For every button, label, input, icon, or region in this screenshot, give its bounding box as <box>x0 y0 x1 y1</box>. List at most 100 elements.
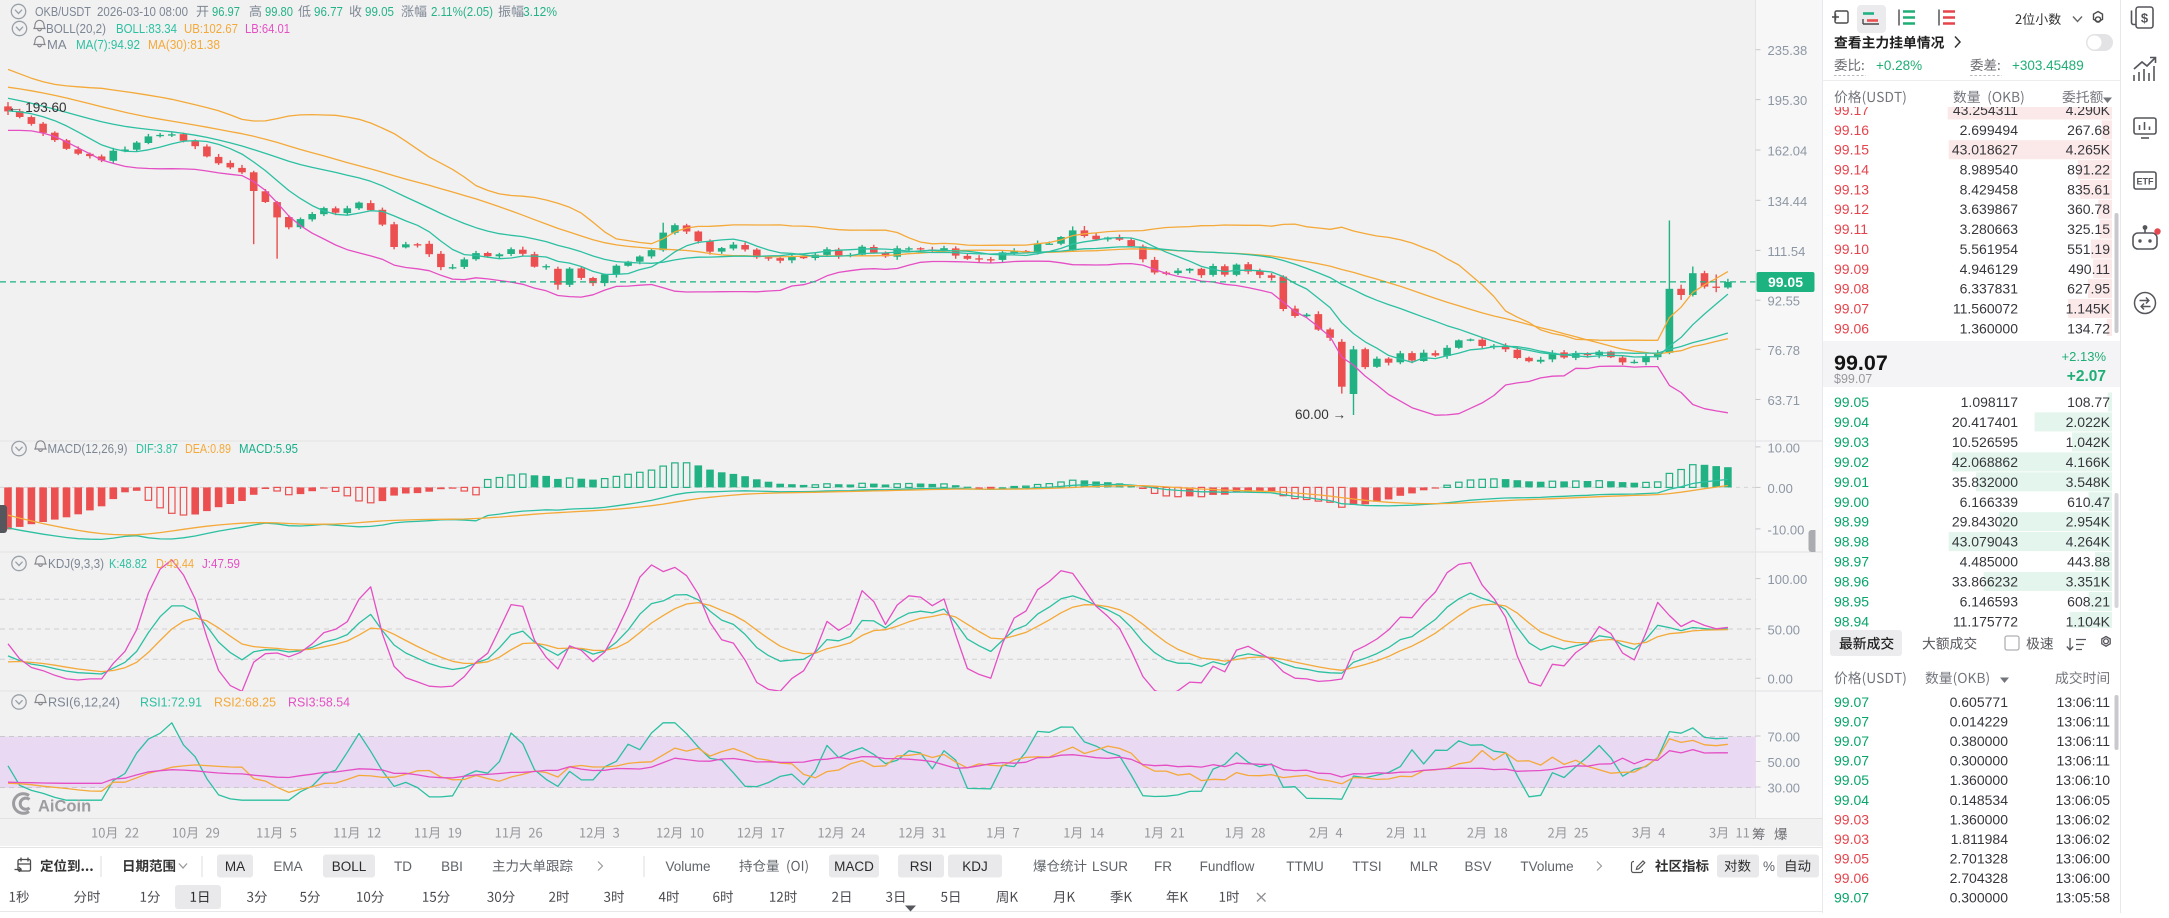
svg-text:4.166K: 4.166K <box>2066 454 2111 470</box>
svg-text:KDJ: KDJ <box>962 859 988 874</box>
svg-text:13:06:02: 13:06:02 <box>2056 811 2111 827</box>
svg-text:443.88: 443.88 <box>2067 554 2110 570</box>
svg-text:0.300000: 0.300000 <box>1950 890 2009 906</box>
svg-text:2.704328: 2.704328 <box>1950 870 2009 886</box>
svg-text:BBI: BBI <box>441 859 463 874</box>
svg-text:92.55: 92.55 <box>1768 294 1801 309</box>
svg-text:13:06:02: 13:06:02 <box>2056 831 2111 847</box>
svg-text:98.98: 98.98 <box>1834 534 1869 550</box>
svg-text:1.811984: 1.811984 <box>1951 831 2009 847</box>
svg-text:1.042K: 1.042K <box>2066 434 2111 450</box>
svg-text:UB:102.67: UB:102.67 <box>184 21 238 36</box>
svg-text:134.72: 134.72 <box>2067 320 2110 336</box>
svg-text:99.07: 99.07 <box>1834 753 1869 769</box>
svg-text:76.78: 76.78 <box>1768 343 1801 358</box>
svg-text:610.47: 610.47 <box>2067 494 2110 510</box>
svg-text:2.022K: 2.022K <box>2066 414 2111 430</box>
svg-text:0.00: 0.00 <box>1768 672 1793 687</box>
svg-text:96.97: 96.97 <box>212 4 240 19</box>
svg-text:13:06:05: 13:06:05 <box>2056 792 2111 808</box>
svg-text:43.254311: 43.254311 <box>1953 102 2018 118</box>
svg-text:4.264K: 4.264K <box>2066 534 2111 550</box>
svg-text:162.04: 162.04 <box>1768 144 1808 159</box>
svg-text:4.485000: 4.485000 <box>1960 554 2019 570</box>
svg-text:98.95: 98.95 <box>1834 594 1869 610</box>
svg-text:108.77: 108.77 <box>2067 394 2110 410</box>
svg-text:1.360000: 1.360000 <box>1950 811 2009 827</box>
svg-text:5.561954: 5.561954 <box>1960 241 2019 257</box>
svg-text:42.068862: 42.068862 <box>1952 454 2018 470</box>
svg-text:13:06:11: 13:06:11 <box>2057 733 2111 749</box>
svg-text:608.21: 608.21 <box>2067 594 2110 610</box>
svg-text:RSI1:72.91: RSI1:72.91 <box>140 695 202 710</box>
svg-text:3.12%: 3.12% <box>523 4 557 19</box>
svg-text:99.05: 99.05 <box>1768 274 1803 290</box>
svg-text:LSUR: LSUR <box>1092 859 1128 874</box>
svg-text:195.30: 195.30 <box>1768 93 1808 108</box>
svg-text:98.97: 98.97 <box>1834 554 1869 570</box>
svg-text:99.07: 99.07 <box>1834 694 1869 710</box>
svg-text:98.99: 98.99 <box>1834 514 1869 530</box>
svg-text:99.06: 99.06 <box>1834 320 1869 336</box>
svg-text:235.38: 235.38 <box>1768 43 1808 58</box>
svg-text:1.360000: 1.360000 <box>1960 320 2019 336</box>
svg-text:99.05: 99.05 <box>1834 772 1869 788</box>
svg-text:DEA:0.89: DEA:0.89 <box>185 441 231 456</box>
svg-text:99.05: 99.05 <box>1834 850 1869 866</box>
svg-text:99.03: 99.03 <box>1834 831 1869 847</box>
svg-text:99.08: 99.08 <box>1834 281 1869 297</box>
svg-text:$: $ <box>2141 11 2149 26</box>
svg-text:DIF:3.87: DIF:3.87 <box>136 441 178 456</box>
svg-text:10.526595: 10.526595 <box>1952 434 2018 450</box>
svg-text:6.337831: 6.337831 <box>1960 281 2019 297</box>
svg-text:99.07: 99.07 <box>1834 714 1869 730</box>
svg-text:RSI: RSI <box>910 859 933 874</box>
svg-text:551.19: 551.19 <box>2067 241 2110 257</box>
svg-text:0.014229: 0.014229 <box>1950 714 2009 730</box>
svg-text:99.17: 99.17 <box>1834 102 1869 118</box>
svg-text:99.00: 99.00 <box>1834 494 1869 510</box>
svg-text:99.06: 99.06 <box>1834 870 1869 886</box>
svg-text:TD: TD <box>394 859 412 874</box>
svg-text:← 193.60: ← 193.60 <box>8 100 67 115</box>
svg-text:MLR: MLR <box>1410 859 1439 874</box>
svg-text:1.104K: 1.104K <box>2066 614 2111 630</box>
svg-text:63.71: 63.71 <box>1768 393 1801 408</box>
svg-text:99.03: 99.03 <box>1834 434 1869 450</box>
svg-text:3.639867: 3.639867 <box>1960 201 2019 217</box>
svg-text:1.360000: 1.360000 <box>1950 772 2009 788</box>
svg-text:LB:64.01: LB:64.01 <box>245 21 290 36</box>
svg-text:99.02: 99.02 <box>1834 454 1869 470</box>
svg-text:0.605771: 0.605771 <box>1950 694 2009 710</box>
svg-text:99.05: 99.05 <box>365 4 394 19</box>
svg-text:100.00: 100.00 <box>1768 572 1808 587</box>
svg-text:+0.28%: +0.28% <box>1876 58 1922 73</box>
svg-text:%: % <box>1763 859 1775 874</box>
svg-text:2.701328: 2.701328 <box>1950 850 2009 866</box>
svg-text:MA: MA <box>225 859 245 874</box>
svg-text:3.351K: 3.351K <box>2066 574 2111 590</box>
svg-text:99.09: 99.09 <box>1834 261 1869 277</box>
svg-text:MACD: MACD <box>834 859 874 874</box>
svg-text:RSI2:68.25: RSI2:68.25 <box>214 695 276 710</box>
svg-text:0.300000: 0.300000 <box>1950 753 2009 769</box>
svg-text:99.12: 99.12 <box>1834 201 1869 217</box>
svg-text:Fundflow: Fundflow <box>1200 859 1255 874</box>
svg-text:627.95: 627.95 <box>2067 281 2110 297</box>
svg-text:99.07: 99.07 <box>1834 890 1869 906</box>
svg-text:RSI3:58.54: RSI3:58.54 <box>288 695 350 710</box>
svg-text:+303.45489: +303.45489 <box>2012 58 2084 73</box>
svg-text:490.11: 490.11 <box>2068 261 2110 277</box>
svg-text:MA(30):81.38: MA(30):81.38 <box>148 37 220 52</box>
svg-text:13:06:11: 13:06:11 <box>2057 694 2111 710</box>
svg-text:MA: MA <box>47 37 67 52</box>
svg-text:60.00 →: 60.00 → <box>1295 407 1346 422</box>
svg-text:99.11: 99.11 <box>1834 221 1868 237</box>
svg-text:99.07: 99.07 <box>1834 733 1869 749</box>
svg-text:99.03: 99.03 <box>1834 811 1869 827</box>
svg-text:2.954K: 2.954K <box>2066 514 2111 530</box>
svg-text:1.098117: 1.098117 <box>1961 394 2019 410</box>
svg-text:3.548K: 3.548K <box>2066 474 2111 490</box>
svg-text:MA(7):94.92: MA(7):94.92 <box>76 37 140 52</box>
svg-text:+2.13%: +2.13% <box>2062 349 2107 364</box>
